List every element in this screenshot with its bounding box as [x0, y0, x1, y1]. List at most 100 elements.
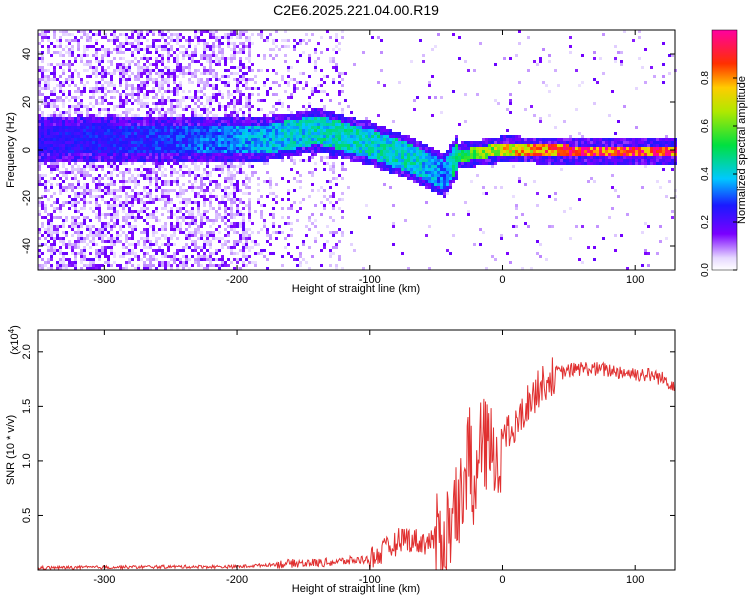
spectrogram-cell [212, 138, 215, 141]
spectrogram-cell [179, 189, 182, 192]
spectrogram-cell [158, 150, 161, 153]
spectrogram-cell [362, 129, 365, 132]
spectrogram-cell [257, 183, 260, 186]
spectrogram-cell [158, 102, 161, 105]
spectrogram-cell [47, 36, 50, 39]
spectrogram-cell [245, 246, 248, 249]
spectrogram-cell [230, 159, 233, 162]
spectrogram-cell [410, 147, 413, 150]
spectrogram-cell [410, 174, 413, 177]
spectrogram-cell [71, 96, 74, 99]
spectrogram-cell [122, 252, 125, 255]
spectrogram-cell [236, 120, 239, 123]
spectrogram-cell [197, 117, 200, 120]
spectrogram-cell [317, 135, 320, 138]
spectrogram-cell [263, 57, 266, 60]
spectrogram-cell [179, 261, 182, 264]
spectrogram-cell [287, 216, 290, 219]
spectrogram-cell [107, 255, 110, 258]
spectrogram-cell [374, 138, 377, 141]
spectrogram-cell [158, 264, 161, 267]
spectrogram-cell [47, 234, 50, 237]
spectrogram-cell [62, 99, 65, 102]
spectrogram-cell [194, 180, 197, 183]
spectrogram-cell [62, 144, 65, 147]
spectrogram-cell [230, 198, 233, 201]
spectrogram-cell [260, 36, 263, 39]
spectrogram-cell [239, 156, 242, 159]
spectrogram-cell [422, 144, 425, 147]
spectrogram-cell [68, 60, 71, 63]
spectrogram-cell [65, 186, 68, 189]
spectrogram-cell [68, 132, 71, 135]
spectrogram-cell [59, 111, 62, 114]
spectrogram-cell [218, 135, 221, 138]
spectrogram-cell [119, 42, 122, 45]
spectrogram-cell [215, 84, 218, 87]
spectrogram-cell [359, 126, 362, 129]
spectrogram-cell [221, 117, 224, 120]
spectrogram-cell [158, 237, 161, 240]
spectrogram-cell [218, 42, 221, 45]
spectrogram-cell [98, 255, 101, 258]
spectrogram-cell [164, 78, 167, 81]
spectrogram-cell [245, 174, 248, 177]
spectrogram-cell [233, 96, 236, 99]
spectrogram-cell [248, 177, 251, 180]
spectrogram-cell [242, 192, 245, 195]
spectrogram-cell [53, 78, 56, 81]
spectrogram-cell [293, 177, 296, 180]
spectrogram-cell [146, 228, 149, 231]
spectrogram-cell [245, 150, 248, 153]
spectrogram-cell [293, 39, 296, 42]
spectrogram-cell [149, 90, 152, 93]
spectrogram-cell [356, 135, 359, 138]
spectrogram-cell [224, 138, 227, 141]
spectrogram-cell [185, 246, 188, 249]
spectrogram-cell [230, 126, 233, 129]
spectrogram-cell [236, 111, 239, 114]
spectrogram-cell [83, 258, 86, 261]
spectrogram-cell [107, 159, 110, 162]
spectrogram-cell [125, 141, 128, 144]
spectrogram-cell [41, 87, 44, 90]
spectrogram-cell [281, 144, 284, 147]
spectrogram-cell [41, 204, 44, 207]
spectrogram-cell [128, 210, 131, 213]
spectrogram-cell [68, 33, 71, 36]
spectrogram-cell [209, 204, 212, 207]
spectrogram-cell [56, 225, 59, 228]
spectrogram-cell [179, 144, 182, 147]
spectrogram-cell [413, 165, 416, 168]
spectrogram-cell [161, 153, 164, 156]
spectrogram-cell [425, 177, 428, 180]
spectrogram-cell [110, 192, 113, 195]
spectrogram-cell [404, 135, 407, 138]
spectrogram-cell [206, 249, 209, 252]
spectrogram-cell [104, 36, 107, 39]
spectrogram-cell [314, 150, 317, 153]
spectrogram-cell [200, 225, 203, 228]
spectrogram-cell [206, 159, 209, 162]
spectrogram-cell [41, 159, 44, 162]
spectrogram-cell [44, 84, 47, 87]
spectrogram-cell [119, 33, 122, 36]
spectrogram-cell [215, 39, 218, 42]
spectrogram-cell [188, 45, 191, 48]
spectrogram-cell [206, 48, 209, 51]
spectrogram-cell [215, 216, 218, 219]
spectrogram-cell [95, 90, 98, 93]
spectrogram-cell [257, 177, 260, 180]
spectrogram-cell [176, 225, 179, 228]
spectrogram-cell [179, 81, 182, 84]
spectrogram-cell [44, 210, 47, 213]
spectrogram-cell [80, 102, 83, 105]
spectrogram-cell [320, 123, 323, 126]
spectrogram-cell [311, 171, 314, 174]
spectrogram-cell [131, 174, 134, 177]
spectrogram-cell [239, 135, 242, 138]
spectrogram-cell [98, 30, 101, 33]
spectrogram-cell [362, 51, 365, 54]
spectrogram-cell [212, 33, 215, 36]
spectrogram-cell [281, 153, 284, 156]
